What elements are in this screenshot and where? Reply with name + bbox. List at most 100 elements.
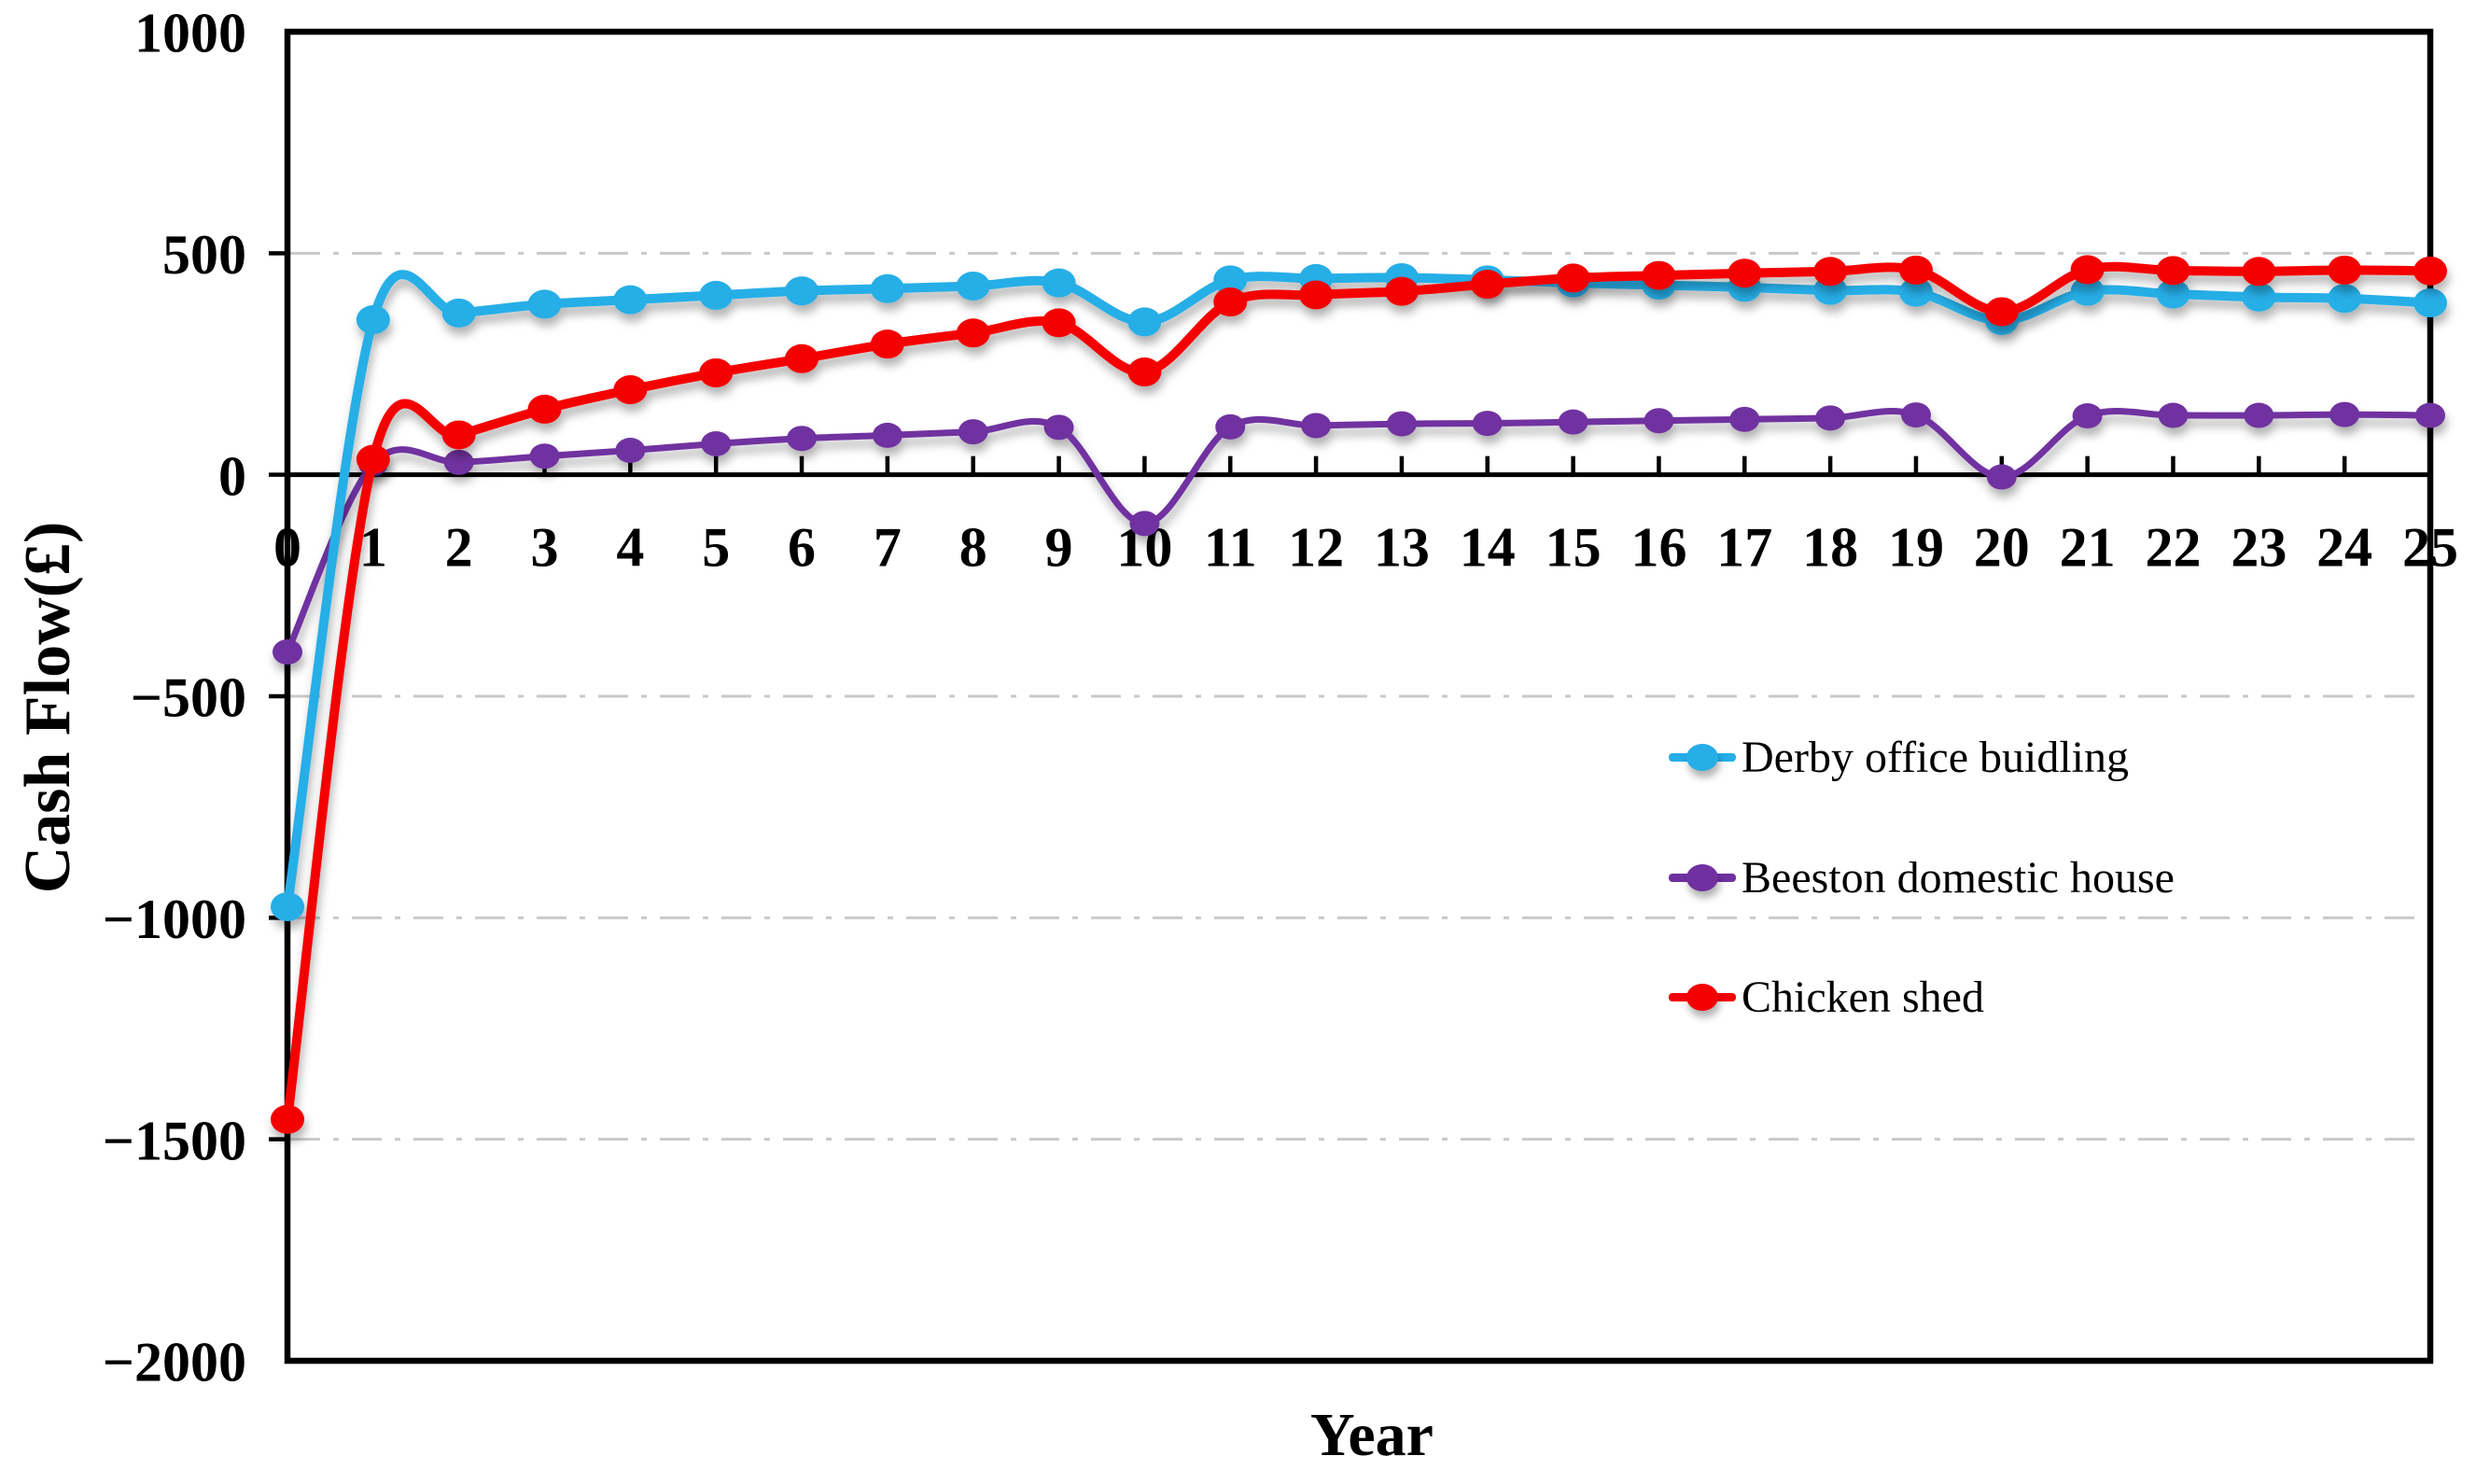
legend-marker-icon [1669, 847, 1736, 907]
data-point-beeston-domestic-house-year-3 [529, 443, 560, 469]
legend-item-chicken-shed: Chicken shed [1669, 967, 1984, 1027]
x-tick-labels: 0 1 2 3 4 5 6 7 8 9 10 11 12 13 14 15 16 17 18 19 20 21 22 23 24… [273, 517, 2458, 579]
y-tick-label-500: 500 [162, 224, 246, 286]
x-tick-label-23: 23 [2231, 517, 2287, 579]
data-point-derby-office-buidling-year-22 [2156, 279, 2190, 309]
data-point-chicken-shed-year-17 [1728, 259, 1762, 288]
data-point-chicken-shed-year-16 [1642, 260, 1676, 290]
data-point-chicken-shed-year-19 [1898, 255, 1933, 285]
data-point-beeston-domestic-house-year-15 [1558, 409, 1588, 435]
x-tick-label-14: 14 [1460, 517, 1516, 579]
series-chicken-shed [271, 255, 2447, 1134]
data-point-chicken-shed-year-23 [2242, 257, 2276, 287]
legend-item-derby-office-buidling: Derby office buidling [1669, 727, 2129, 787]
data-point-derby-office-buidling-year-3 [527, 289, 562, 319]
data-point-beeston-domestic-house-year-22 [2158, 402, 2189, 428]
data-point-chicken-shed-year-12 [1299, 280, 1334, 310]
y-tick-labels: 1000 500 0 −500 −1000 −1500 −2000 [103, 3, 246, 1393]
data-point-beeston-domestic-house-year-10 [1129, 511, 1160, 537]
data-point-chicken-shed-year-7 [870, 329, 904, 359]
data-point-chicken-shed-year-5 [699, 357, 734, 387]
data-point-derby-office-buidling-year-1 [356, 305, 390, 335]
x-tick-label-9: 9 [1045, 517, 1073, 579]
data-point-beeston-domestic-house-year-0 [273, 639, 302, 665]
series-derby-office-buidling [271, 262, 2447, 921]
data-point-beeston-domestic-house-year-19 [1900, 402, 1931, 428]
x-tick-label-21: 21 [2060, 517, 2116, 579]
data-point-beeston-domestic-house-year-25 [2415, 402, 2445, 428]
x-tick-label-4: 4 [616, 517, 644, 579]
data-point-beeston-domestic-house-year-13 [1386, 411, 1417, 437]
legend-label: Derby office buidling [1742, 732, 2130, 782]
x-tick-label-2: 2 [445, 517, 473, 579]
data-point-beeston-domestic-house-year-11 [1215, 413, 1246, 440]
data-point-beeston-domestic-house-year-23 [2244, 402, 2274, 428]
data-point-derby-office-buidling-year-7 [870, 273, 904, 303]
data-point-beeston-domestic-house-year-24 [2329, 401, 2360, 427]
y-tick-label-0: 0 [218, 445, 246, 507]
x-tick-label-22: 22 [2145, 517, 2201, 579]
x-tick-label-18: 18 [1802, 517, 1858, 579]
data-point-chicken-shed-year-0 [271, 1104, 304, 1134]
data-point-chicken-shed-year-20 [1984, 297, 2019, 327]
data-point-beeston-domestic-house-year-14 [1472, 411, 1503, 437]
data-point-derby-office-buidling-year-0 [271, 891, 304, 921]
data-point-derby-office-buidling-year-5 [699, 280, 734, 310]
x-tick-label-8: 8 [959, 517, 987, 579]
x-tick-label-6: 6 [788, 517, 816, 579]
legend-item-beeston-domestic-house: Beeston domestic house [1669, 847, 2175, 907]
plot-border [284, 28, 2434, 1365]
data-point-beeston-domestic-house-year-18 [1815, 405, 1846, 431]
data-point-chicken-shed-year-3 [527, 394, 562, 424]
gridlines [290, 251, 2427, 1141]
data-point-chicken-shed-year-4 [613, 375, 648, 405]
y-axis-title: Cash Flow(£) [12, 521, 84, 894]
data-point-chicken-shed-year-14 [1470, 270, 1504, 300]
data-point-chicken-shed-year-21 [2070, 255, 2105, 285]
data-point-beeston-domestic-house-year-8 [958, 419, 988, 445]
x-tick-label-0: 0 [273, 517, 301, 579]
data-point-chicken-shed-year-6 [785, 343, 819, 373]
legend-label: Beeston domestic house [1742, 852, 2175, 903]
y-tick-label--1000: −1000 [103, 889, 246, 950]
data-point-beeston-domestic-house-year-17 [1729, 406, 1760, 432]
data-point-beeston-domestic-house-year-20 [1986, 464, 2017, 490]
x-tick-label-11: 11 [1204, 517, 1257, 579]
x-tick-label-12: 12 [1288, 517, 1344, 579]
data-point-beeston-domestic-house-year-2 [443, 449, 474, 475]
series-beeston-domestic-house [273, 401, 2445, 665]
data-point-chicken-shed-year-24 [2328, 255, 2362, 285]
data-point-derby-office-buidling-year-19 [1898, 277, 1933, 307]
y-tick-label--1500: −1500 [103, 1110, 246, 1171]
data-point-chicken-shed-year-15 [1556, 263, 1590, 293]
data-point-beeston-domestic-house-year-6 [787, 426, 818, 452]
data-point-beeston-domestic-house-year-16 [1644, 408, 1674, 434]
series-line-derby-office-buidling [283, 270, 2435, 912]
data-point-beeston-domestic-house-year-7 [872, 422, 902, 448]
data-point-derby-office-buidling-year-8 [956, 271, 990, 301]
data-point-derby-office-buidling-year-6 [785, 276, 819, 306]
data-point-derby-office-buidling-year-4 [613, 285, 648, 315]
data-point-derby-office-buidling-year-21 [2070, 276, 2105, 306]
data-point-chicken-shed-year-1 [356, 444, 390, 474]
data-point-chicken-shed-year-8 [956, 318, 990, 348]
data-point-chicken-shed-year-25 [2413, 256, 2447, 286]
data-point-derby-office-buidling-year-2 [441, 298, 476, 328]
data-point-derby-office-buidling-year-9 [1042, 268, 1076, 298]
data-point-beeston-domestic-house-year-4 [615, 438, 646, 464]
data-point-beeston-domestic-house-year-9 [1043, 414, 1074, 441]
y-tick-label--2000: −2000 [103, 1332, 246, 1393]
x-tick-label-19: 19 [1888, 517, 1944, 579]
data-point-derby-office-buidling-year-10 [1127, 307, 1162, 337]
legend-marker-icon [1669, 727, 1736, 787]
x-tick-label-24: 24 [2316, 517, 2372, 579]
data-point-chicken-shed-year-11 [1213, 287, 1248, 317]
series-line-chicken-shed [283, 261, 2435, 1125]
x-tick-label-5: 5 [702, 517, 730, 579]
x-tick-label-17: 17 [1716, 517, 1772, 579]
x-tick-label-13: 13 [1374, 517, 1430, 579]
data-point-chicken-shed-year-18 [1813, 257, 1848, 287]
x-tick-label-3: 3 [531, 517, 559, 579]
